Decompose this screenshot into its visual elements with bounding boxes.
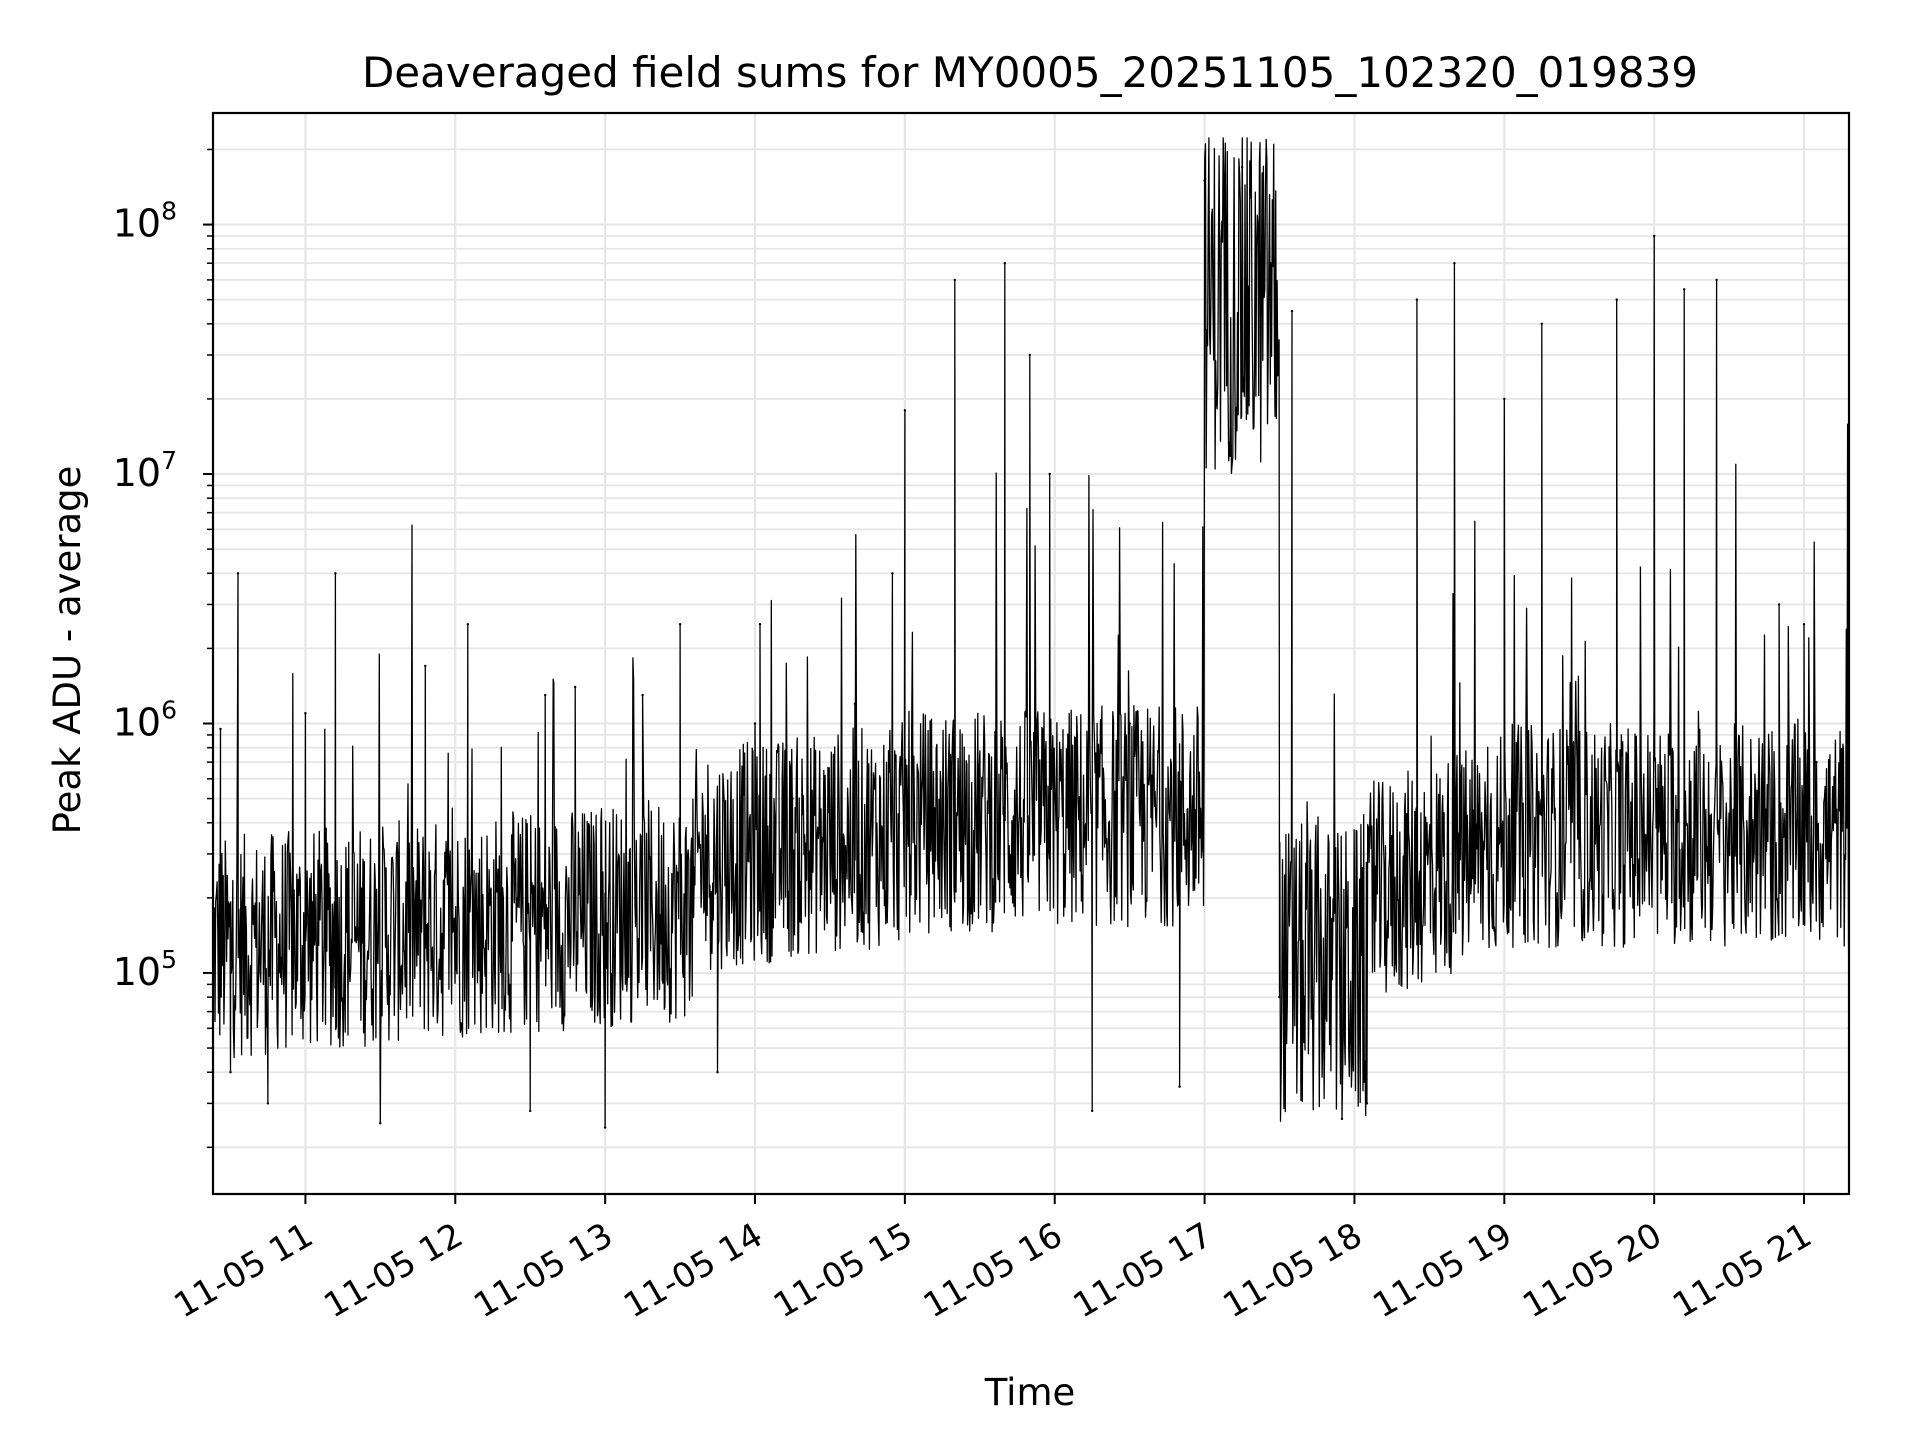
data-point — [753, 722, 757, 725]
data-point — [853, 702, 857, 705]
data-point — [1503, 397, 1506, 401]
y-tick-label-base: 10 — [113, 451, 161, 495]
y-tick-label: 105 — [113, 945, 177, 994]
y-tick-label-base: 10 — [113, 950, 161, 994]
series-layer — [211, 137, 1851, 1129]
data-point — [424, 664, 427, 668]
data-point — [1815, 760, 1818, 764]
data-point — [1340, 1117, 1344, 1121]
data-point — [1128, 722, 1131, 725]
y-tick-label-exponent: 8 — [161, 197, 177, 226]
data-point — [304, 712, 307, 715]
data-point — [334, 572, 337, 575]
data-point — [1415, 298, 1419, 301]
data-point — [1365, 1102, 1369, 1105]
data-point — [1178, 1085, 1181, 1088]
data-point — [266, 1102, 270, 1105]
data-point — [229, 1071, 232, 1074]
data-point — [1683, 288, 1686, 291]
data-point — [1290, 309, 1294, 313]
y-tick-label: 108 — [113, 197, 177, 246]
data-point — [1453, 262, 1456, 265]
data-point — [678, 623, 682, 626]
y-tick-label: 107 — [113, 446, 177, 495]
data-point — [1540, 322, 1544, 325]
data-point — [379, 1122, 382, 1125]
data-point — [1028, 353, 1032, 357]
y-tick-label-base: 10 — [113, 202, 161, 246]
data-point — [603, 1126, 607, 1129]
data-point — [1091, 1109, 1094, 1113]
data-point — [641, 693, 644, 697]
data-point — [466, 623, 469, 626]
y-tick-label-exponent: 7 — [161, 446, 177, 475]
y-axis-label: Peak ADU - average — [46, 466, 89, 835]
data-point — [791, 797, 794, 800]
data-point — [529, 1109, 532, 1113]
data-point — [1615, 298, 1618, 301]
data-point — [953, 278, 956, 282]
data-point — [903, 409, 907, 412]
plot-frame — [211, 111, 1851, 1196]
y-tick-label-exponent: 5 — [161, 945, 177, 974]
y-tick-label-base: 10 — [113, 700, 161, 744]
data-point — [1048, 472, 1051, 476]
data-point — [574, 685, 577, 689]
data-point — [1653, 234, 1656, 238]
data-point — [1003, 262, 1006, 265]
data-point — [1240, 165, 1244, 169]
data-point — [236, 572, 240, 575]
data-point — [1278, 995, 1281, 999]
data-point — [758, 623, 762, 626]
data-point — [1203, 179, 1206, 182]
series-line — [212, 137, 1850, 1129]
x-axis-label: Time — [984, 1371, 1076, 1414]
y-tick-label-exponent: 6 — [161, 695, 177, 724]
data-point — [1777, 603, 1781, 606]
data-point — [219, 727, 222, 731]
data-point — [1802, 623, 1806, 626]
data-point — [716, 1071, 719, 1074]
y-tick-label: 106 — [113, 695, 177, 744]
data-point — [544, 693, 547, 697]
data-point — [891, 572, 894, 575]
data-point — [1715, 278, 1718, 282]
labels: Deaveraged field sums for MY0005_2025110… — [46, 48, 1698, 1414]
chart-title: Deaveraged field sums for MY0005_2025110… — [362, 48, 1698, 97]
